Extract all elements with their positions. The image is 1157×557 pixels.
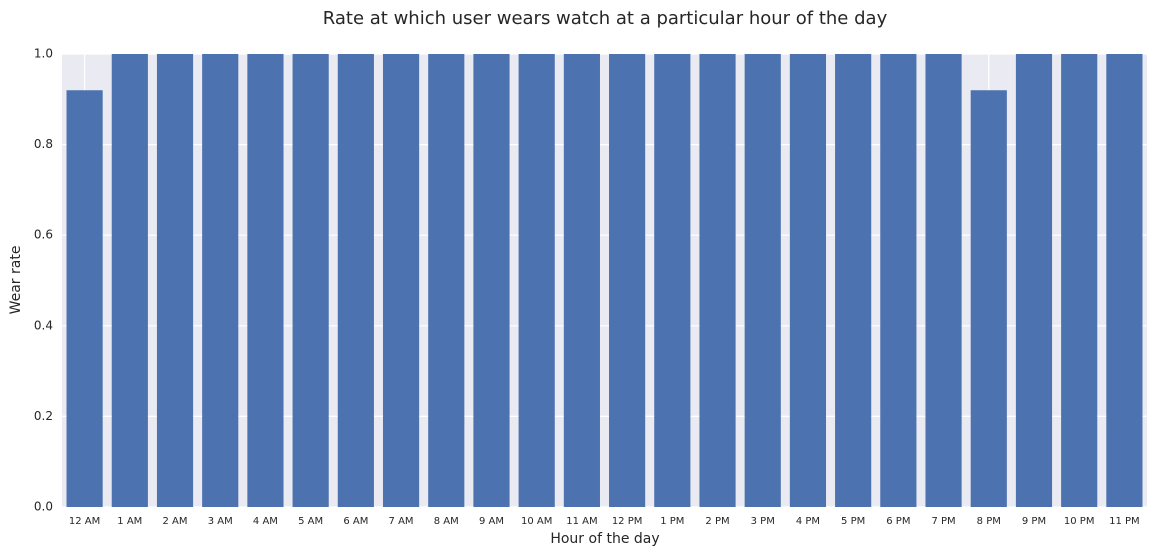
x-tick-label: 9 AM	[479, 516, 504, 527]
bar	[744, 54, 781, 507]
x-tick-label: 2 PM	[705, 516, 729, 527]
x-tick-label: 11 PM	[1109, 516, 1140, 527]
bar	[428, 54, 465, 507]
bar	[382, 54, 420, 507]
bar	[247, 54, 284, 507]
y-tick-label: 1.0	[34, 47, 53, 61]
bar	[970, 90, 1007, 508]
x-tick-label: 12 AM	[69, 516, 100, 527]
chart-title: Rate at which user wears watch at a part…	[323, 8, 888, 29]
bar	[1015, 54, 1053, 507]
bar	[1106, 54, 1143, 507]
bar	[835, 54, 872, 507]
bar	[563, 54, 600, 507]
plot-background	[62, 54, 1147, 507]
bar	[337, 54, 374, 507]
x-tick-label: 11 AM	[566, 516, 597, 527]
x-tick-label: 4 PM	[796, 516, 820, 527]
x-tick-label: 6 AM	[343, 516, 368, 527]
bar	[925, 54, 962, 507]
x-tick-label: 5 AM	[298, 516, 323, 527]
x-tick-label: 12 PM	[612, 516, 643, 527]
bar	[699, 54, 736, 507]
x-tick-label: 6 PM	[886, 516, 910, 527]
x-tick-label: 9 PM	[1022, 516, 1046, 527]
bar	[473, 54, 510, 507]
x-tick-label: 4 AM	[253, 516, 278, 527]
bar	[1061, 54, 1098, 507]
y-axis-label: Wear rate	[8, 246, 24, 315]
bar	[609, 54, 646, 507]
x-tick-label: 10 AM	[521, 516, 552, 527]
x-tick-label: 8 PM	[977, 516, 1001, 527]
x-tick-label: 3 AM	[208, 516, 233, 527]
x-tick-label: 2 AM	[163, 516, 188, 527]
y-tick-label: 0.0	[34, 500, 53, 514]
x-tick-label: 10 PM	[1064, 516, 1095, 527]
bar	[156, 54, 194, 507]
y-tick-label: 0.6	[34, 228, 53, 242]
x-tick-label: 7 PM	[931, 516, 955, 527]
y-tick-label: 0.2	[34, 409, 53, 423]
bar	[789, 54, 827, 507]
x-tick-label: 1 AM	[117, 516, 142, 527]
x-tick-label: 3 PM	[751, 516, 775, 527]
x-axis-label: Hour of the day	[550, 531, 659, 547]
bar	[292, 54, 329, 507]
bar	[66, 90, 103, 508]
bar	[880, 54, 917, 507]
x-tick-label: 8 AM	[434, 516, 459, 527]
bar	[518, 54, 555, 507]
x-tick-label: 5 PM	[841, 516, 865, 527]
bar	[111, 54, 148, 507]
y-tick-label: 0.8	[34, 137, 53, 151]
x-tick-label: 7 AM	[389, 516, 414, 527]
x-tick-label: 1 PM	[660, 516, 684, 527]
y-tick-label: 0.4	[34, 318, 53, 332]
bar	[654, 54, 691, 507]
bar	[202, 54, 239, 507]
